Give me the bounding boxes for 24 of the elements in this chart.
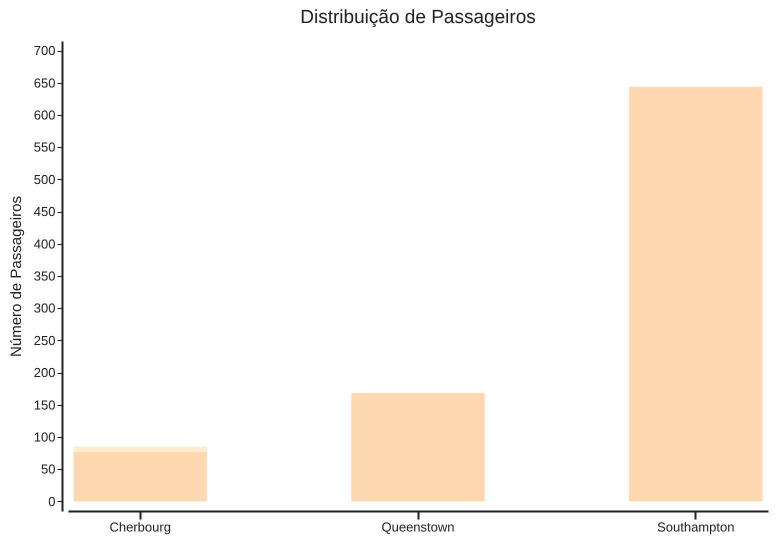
y-tick-label: 250 (34, 332, 56, 348)
y-tick-label: 700 (34, 43, 56, 58)
x-tick-label: Cherbourg (110, 520, 171, 534)
y-tick-label: 450 (34, 204, 56, 220)
y-tick-label: 50 (41, 462, 56, 477)
y-tick-label: 150 (34, 397, 56, 412)
y-tick-label: 350 (34, 268, 56, 284)
y-tick-label: 550 (34, 140, 56, 155)
bar (74, 446, 207, 452)
x-tick-label: Southampton (657, 520, 734, 534)
bar (351, 393, 485, 502)
x-tick-label: Queenstown (382, 520, 454, 534)
bar (74, 452, 207, 502)
y-tick-label: 100 (34, 429, 56, 444)
y-tick-label: 500 (34, 172, 56, 187)
y-tick-label: 300 (34, 300, 56, 316)
chart-title: Distribuição de Passageiros (300, 7, 536, 28)
bar (629, 86, 762, 502)
y-tick-label: 600 (34, 108, 56, 123)
y-tick-label: 200 (34, 365, 56, 380)
y-tick-label: 0 (48, 494, 56, 509)
y-axis-title: Número de Passageiros (8, 196, 25, 357)
y-tick-label: 650 (34, 75, 56, 90)
y-tick-label: 400 (34, 236, 56, 252)
